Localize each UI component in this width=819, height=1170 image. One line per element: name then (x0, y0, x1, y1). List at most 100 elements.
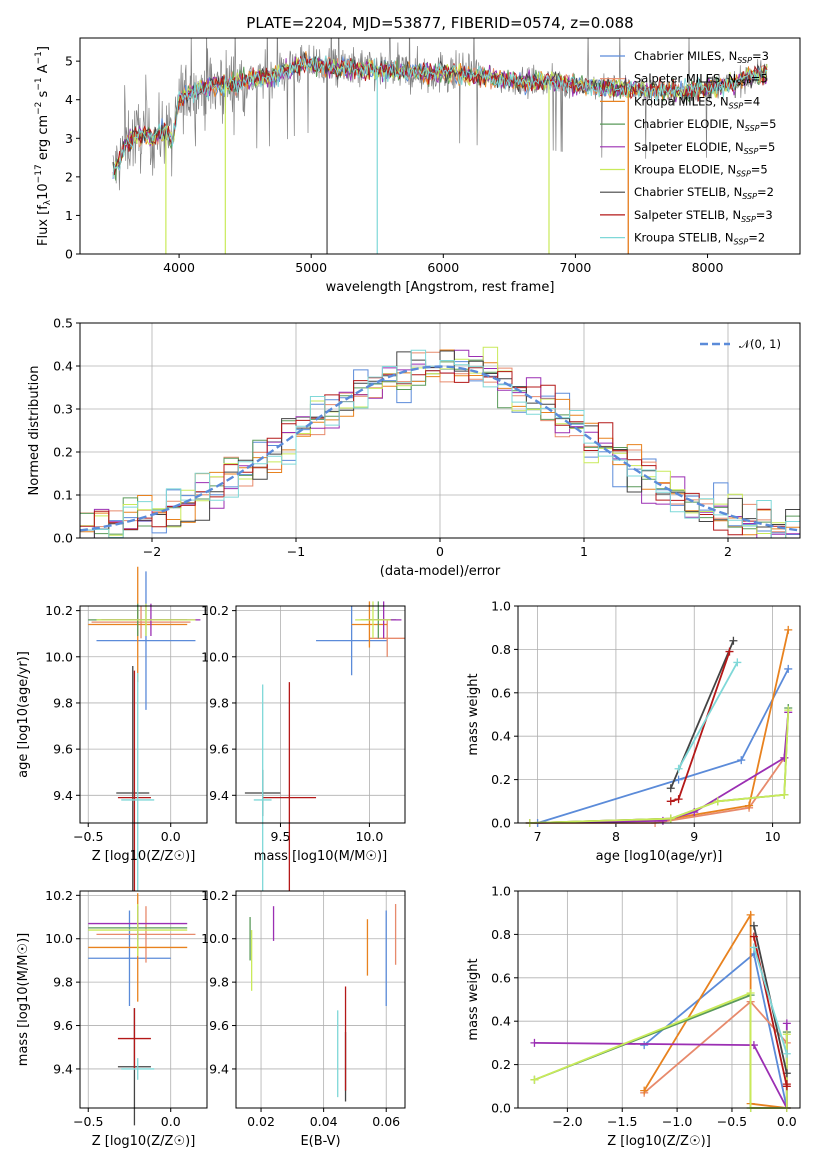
mass-weight-marker (725, 647, 734, 656)
mass_vs_Z-xlabel: Z [log10(Z/Z☉)] (92, 1134, 196, 1149)
legend-label: Chabrier ELODIE, NSSP=5 (634, 117, 776, 133)
massweight_vs_Z-ylabel: mass weight (466, 958, 481, 1040)
mass-weight-marker (674, 764, 683, 773)
mass-weight-marker (530, 1038, 539, 1047)
y-tick-label: 0.5 (53, 316, 73, 331)
x-tick-label: −1.0 (662, 1114, 692, 1129)
y-tick-label: 9.6 (209, 1018, 229, 1033)
mass-weight-marker (640, 1086, 649, 1095)
mass-weight-marker (780, 753, 789, 762)
x-tick-label: 0.02 (247, 1114, 275, 1129)
age_vs_mass-plot-area (236, 606, 405, 823)
y-tick-label: 10.0 (201, 649, 229, 664)
y-tick-label: 9.6 (53, 1018, 73, 1033)
mass_vs_ebv-xlabel: E(B-V) (300, 1134, 340, 1149)
age_vs_mass-xlabel: mass [log10(M/M☉)] (254, 849, 387, 864)
mass-weight-marker (746, 988, 755, 997)
x-tick-label: 1 (580, 544, 588, 559)
y-tick-label: 2 (65, 169, 73, 184)
x-tick-label: 5000 (295, 260, 327, 275)
age_vs_Z-xlabel: Z [log10(Z/Z☉)] (92, 849, 196, 864)
age_vs_Z-plot-area (80, 606, 207, 823)
y-tick-label: 0.2 (53, 445, 73, 460)
y-tick-label: 9.4 (209, 788, 229, 803)
x-tick-label: 0 (436, 544, 444, 559)
y-tick-label: 0.6 (491, 970, 511, 985)
mass_vs_Z-plot-area (80, 891, 207, 1108)
x-tick-label: 9.5 (271, 829, 291, 844)
mass_vs_Z-frame (79, 890, 208, 1109)
y-tick-label: 0.6 (491, 685, 511, 700)
y-tick-label: 9.8 (53, 695, 73, 710)
x-tick-label: 0.0 (777, 1114, 797, 1129)
mass-weight-marker (780, 790, 789, 799)
y-tick-label: 10.2 (201, 603, 229, 618)
age_vs_mass-axes: 9.5 10.0 9.4 9.6 9.8 10.0 10.2 (201, 603, 405, 844)
massweight_vs_Z-plot-area (518, 891, 800, 1108)
y-tick-label: 10.2 (45, 888, 73, 903)
y-tick-label: 10.0 (201, 931, 229, 946)
mass-weight-marker (674, 795, 683, 804)
mass-weight-marker (782, 1080, 791, 1089)
legend-label: Kroupa STELIB, NSSP=2 (634, 231, 765, 247)
mass-weight-marker (782, 1030, 791, 1039)
chart-layer: 4000 5000 6000 7000 8000 0 1 2 3 4 5 wavelength [An… (16, 37, 801, 1149)
x-tick-label: −2 (143, 544, 161, 559)
mass_vs_Z-ylabel: mass [log10(M/M☉)] (16, 933, 31, 1066)
mass-weight-marker (749, 943, 758, 952)
mass-weight-marker (729, 636, 738, 645)
y-tick-label: 1 (65, 208, 73, 223)
y-tick-label: 0.1 (53, 488, 73, 503)
y-tick-label: 0.0 (491, 816, 511, 831)
y-tick-label: 4 (65, 92, 73, 107)
mass-weight-marker (746, 910, 755, 919)
x-tick-label: 8000 (692, 260, 724, 275)
mass-weight-marker (530, 1075, 539, 1084)
legend-label: Chabrier MILES, NSSP=3 (634, 49, 769, 65)
mass-weight-line (753, 947, 788, 1055)
mass-weight-marker (666, 814, 675, 823)
x-tick-label: 0.06 (372, 1114, 400, 1129)
x-tick-label: 9 (690, 829, 698, 844)
x-tick-label: −1 (287, 544, 305, 559)
mass-weight-marker (782, 1019, 791, 1028)
massweight_vs_age-ylabel: mass weight (466, 673, 481, 755)
y-tick-label: 3 (65, 131, 73, 146)
y-tick-label: 0.2 (491, 772, 511, 787)
y-tick-label: 0.0 (53, 531, 73, 546)
y-tick-label: 9.4 (53, 1061, 73, 1076)
spectrum-model-line (112, 55, 768, 177)
y-tick-label: 0.8 (491, 927, 511, 942)
mass-weight-line (537, 668, 790, 824)
legend-label: Salpeter MILES, NSSP=5 (634, 72, 768, 88)
y-tick-label: 0 (65, 247, 73, 262)
y-tick-label: 10.0 (45, 931, 73, 946)
y-tick-label: 9.4 (53, 788, 73, 803)
y-tick-label: 10.0 (45, 649, 73, 664)
spectrum-legend: Chabrier MILES, NSSP=3 Salpeter MILES, NS… (600, 49, 776, 247)
mass-weight-marker (640, 1041, 649, 1050)
mass-weight-marker (784, 625, 793, 634)
y-tick-label: 0.0 (491, 1101, 511, 1116)
mass-weight-marker (733, 658, 742, 667)
x-tick-label: 10 (765, 829, 781, 844)
y-tick-label: 0.3 (53, 402, 73, 417)
mass-weight-marker (674, 775, 683, 784)
spectrum-frame (79, 37, 801, 255)
x-tick-label: 2 (724, 544, 732, 559)
mass-weight-marker (745, 801, 754, 810)
mass-weight-marker (737, 756, 746, 765)
massweight_vs_age-plot-area (518, 606, 800, 823)
figure-title: PLATE=2204, MJD=53877, FIBERID=0574, z=0… (246, 14, 633, 32)
x-tick-label: −2.0 (552, 1114, 582, 1129)
mass-weight-marker (666, 797, 675, 806)
x-tick-label: 4000 (163, 260, 195, 275)
normal-legend-label: 𝒩(0, 1) (739, 337, 781, 351)
y-tick-label: 9.4 (209, 1061, 229, 1076)
x-tick-label: 7 (534, 829, 542, 844)
y-tick-label: 0.8 (491, 642, 511, 657)
y-tick-label: 10.2 (45, 603, 73, 618)
mass-weight-marker (749, 932, 758, 941)
massweight_vs_Z-frame (517, 890, 801, 1109)
histogram-step-line (80, 350, 800, 538)
